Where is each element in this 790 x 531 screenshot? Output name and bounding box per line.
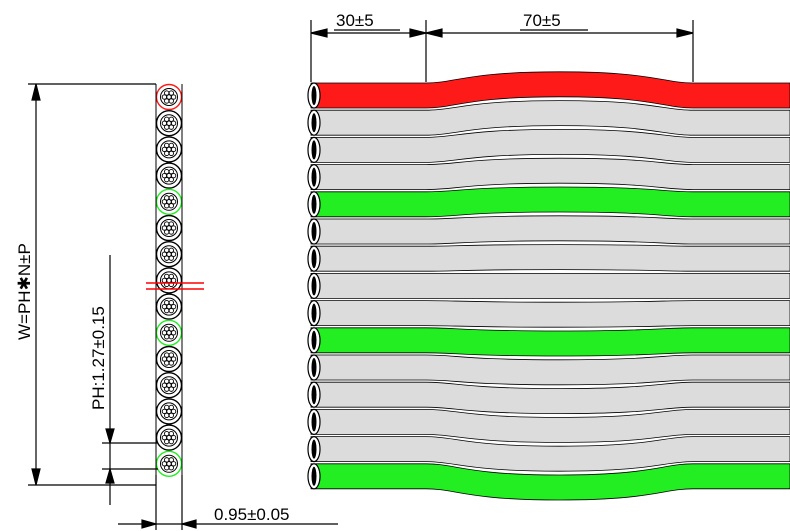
wire-strip xyxy=(307,272,790,299)
wire-strip xyxy=(307,408,790,443)
conductor-section xyxy=(155,136,183,163)
conductor-section xyxy=(155,319,183,346)
cable-flat-view xyxy=(307,71,790,501)
conductor-section xyxy=(155,240,183,268)
wire-strip xyxy=(307,381,790,415)
pitch-arrow-top xyxy=(105,428,115,446)
wire-strip xyxy=(307,186,790,218)
conductor-section xyxy=(155,162,183,189)
short-split-label: 30±5 xyxy=(336,11,374,30)
long-split-label: 70±5 xyxy=(523,11,561,30)
conductor-section xyxy=(155,188,183,216)
conductor-section xyxy=(155,83,183,111)
wire-strip xyxy=(307,300,790,328)
wire-strip xyxy=(307,100,790,136)
wire-strip xyxy=(307,463,790,501)
conductor-section xyxy=(155,450,183,477)
conductor-section xyxy=(155,293,183,320)
conductor-section xyxy=(155,424,183,451)
conductor-section xyxy=(155,398,183,425)
wire-strip xyxy=(307,327,790,357)
wire-strip xyxy=(307,157,790,191)
center-mark xyxy=(146,282,204,290)
conductor-section xyxy=(155,372,183,399)
wire-strip xyxy=(307,244,790,272)
cable-cross-section xyxy=(155,83,183,485)
pitch-label: PH:1.27±0.15 xyxy=(89,306,108,410)
conductor-section xyxy=(155,214,183,242)
wire-strip xyxy=(307,215,790,245)
wire-strip xyxy=(307,354,790,386)
split-dimensions xyxy=(310,20,694,82)
width-arrow-top xyxy=(31,83,41,101)
diameter-arrow-right xyxy=(179,519,197,529)
conductor-section xyxy=(155,109,183,137)
wire-strip xyxy=(307,436,790,472)
wire-strip xyxy=(307,128,790,163)
cross-section-dimensions xyxy=(28,83,338,530)
width-arrow-bottom xyxy=(31,468,41,486)
width-label: W=PH✱N±P xyxy=(15,243,34,340)
wire-strip xyxy=(307,71,790,109)
diameter-label: 0.95±0.05 xyxy=(214,505,290,524)
conductor-section xyxy=(155,345,183,373)
diameter-arrow-left xyxy=(141,519,159,529)
pitch-arrow-bottom xyxy=(105,466,115,484)
